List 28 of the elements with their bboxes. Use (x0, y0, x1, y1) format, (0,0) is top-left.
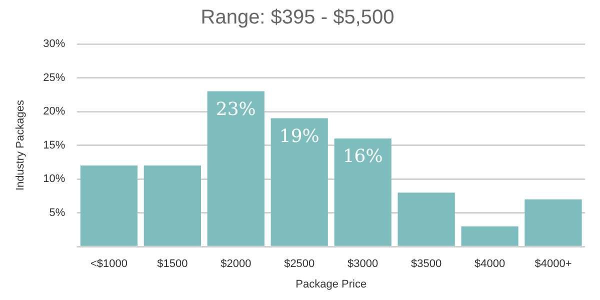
x-tick-label: $2000 (220, 258, 252, 270)
chart-title: Range: $395 - $5,500 (200, 6, 394, 29)
x-tick-label: $3500 (411, 258, 442, 270)
y-tick-label: 5% (49, 206, 66, 219)
y-tick-label: 30% (43, 38, 66, 50)
bar (461, 226, 518, 246)
x-tick-label: $4000 (474, 258, 506, 270)
y-tick-label: 10% (43, 173, 66, 186)
x-tick-label: <$1000 (90, 258, 128, 270)
x-tick-label: $4000+ (534, 258, 572, 270)
bar (144, 166, 201, 246)
bar (207, 91, 264, 246)
x-tick-label: $1500 (157, 258, 188, 270)
bar (524, 199, 582, 246)
y-axis-title: Industry Packages (14, 100, 27, 191)
data-label: 23% (216, 98, 256, 120)
y-tick-label: 25% (43, 72, 66, 84)
y-tick-label: 15% (43, 139, 66, 152)
bar (270, 118, 328, 246)
x-axis-title: Package Price (296, 278, 367, 290)
bar (80, 166, 138, 246)
bar (334, 138, 392, 246)
x-tick-label: $3000 (348, 258, 378, 270)
data-label: 16% (342, 146, 383, 168)
data-label: 19% (279, 126, 320, 147)
y-tick-label: 20% (43, 106, 66, 118)
bar (398, 192, 455, 246)
x-tick-label: $2500 (284, 258, 315, 270)
